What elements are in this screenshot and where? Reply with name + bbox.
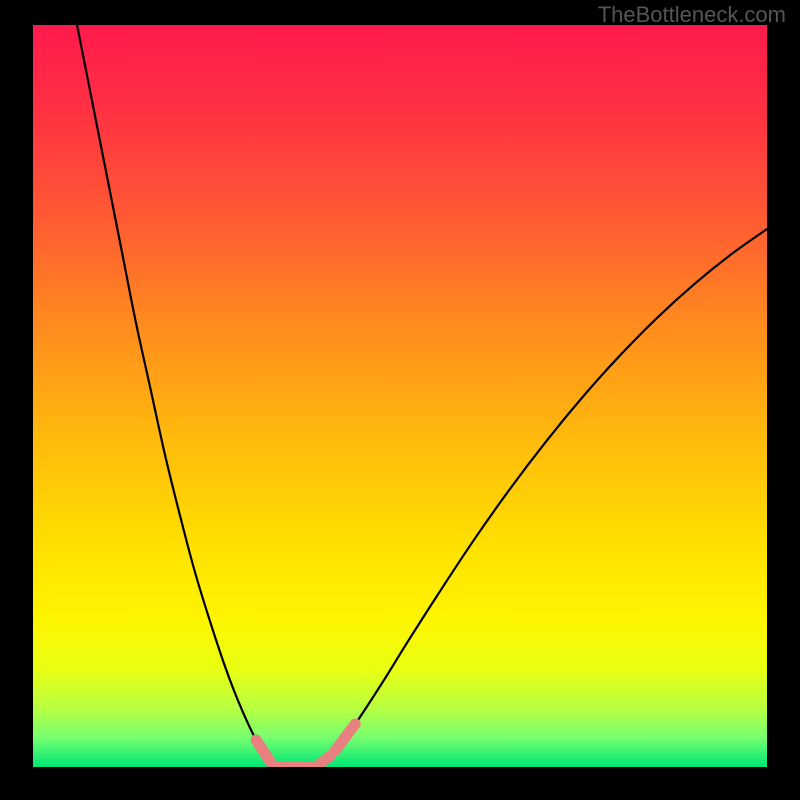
stage: TheBottleneck.com	[0, 0, 800, 800]
watermark-text: TheBottleneck.com	[598, 2, 786, 28]
plot-area	[33, 25, 767, 767]
accent-segment-2	[319, 756, 331, 766]
